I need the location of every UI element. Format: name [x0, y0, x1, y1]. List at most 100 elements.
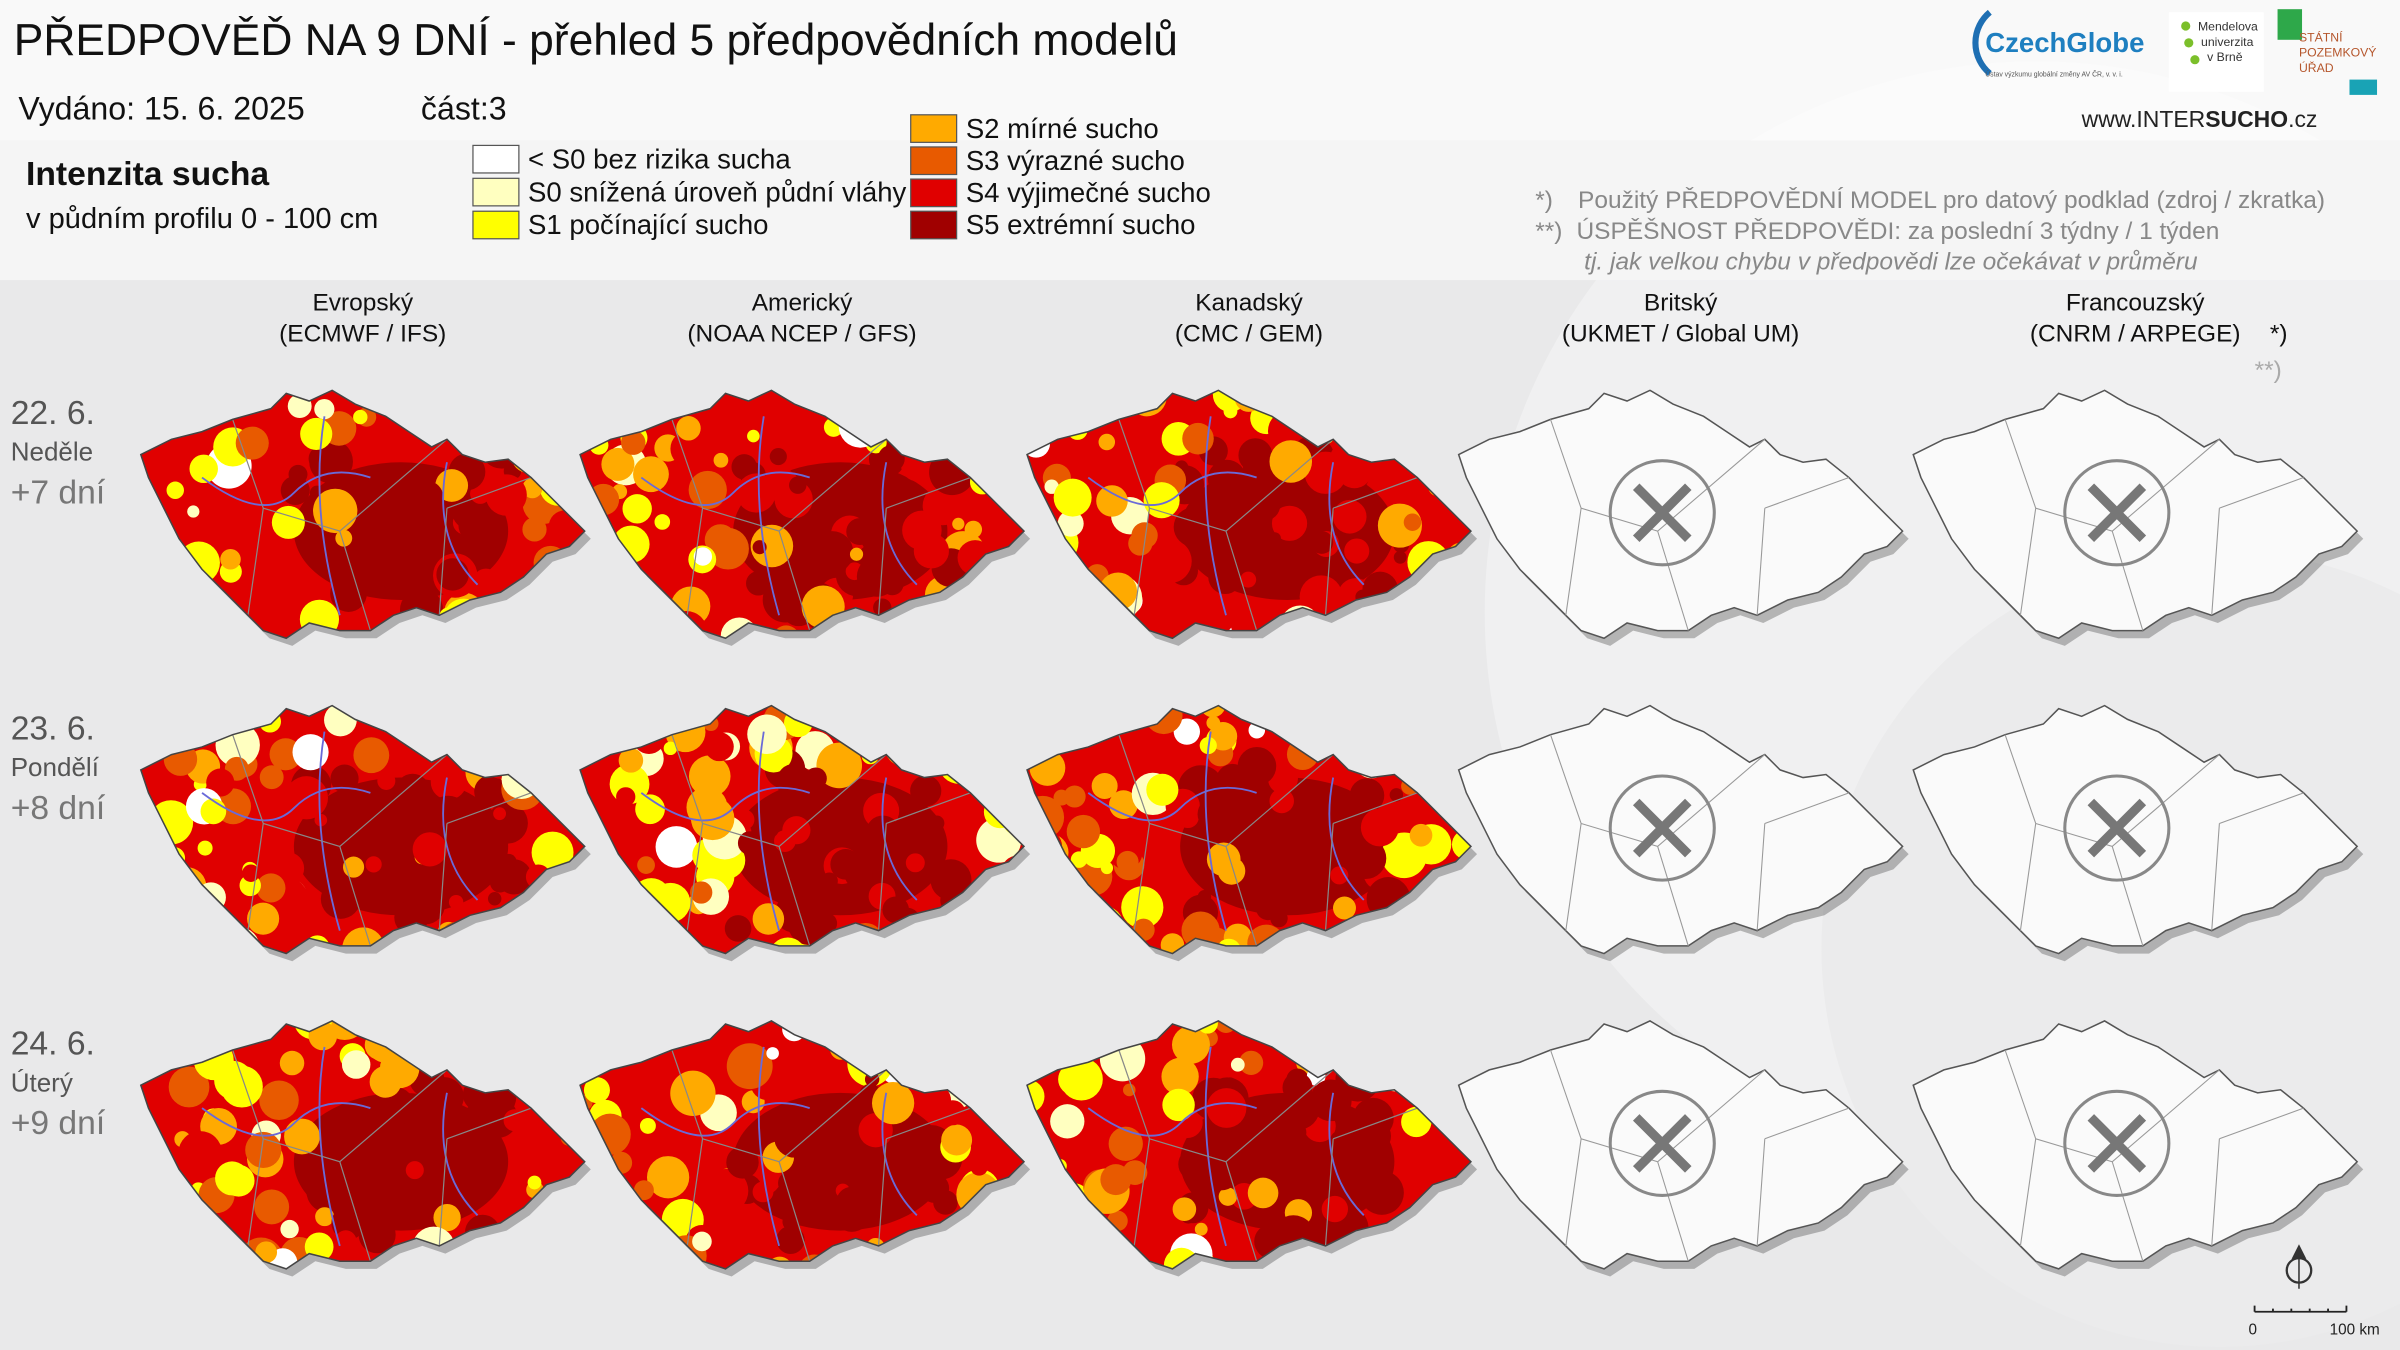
map-patch: [416, 1160, 450, 1194]
website-part: www.INTER: [2081, 106, 2206, 132]
map-patch: [234, 820, 272, 859]
map-patch: [1173, 718, 1200, 745]
map-patch: [375, 821, 392, 838]
scale-label: 100 km: [2330, 1322, 2380, 1339]
model-name: Francouzský: [2066, 290, 2205, 317]
map-patch: [655, 826, 698, 868]
map-patch: [750, 524, 794, 568]
model-code: (NOAA NCEP / GFS): [687, 320, 916, 347]
map-patch: [1147, 539, 1192, 584]
map-patch: [259, 1080, 299, 1120]
map-patch: [1070, 851, 1088, 868]
map-patch: [816, 742, 863, 789]
map-patch: [688, 470, 727, 510]
model-name: Evropský: [312, 290, 413, 317]
legend-title: Intenzita sucha: [26, 156, 269, 193]
map-patch: [1208, 560, 1243, 595]
row-date: 23. 6.: [11, 710, 95, 747]
north-mark: [2291, 1244, 2307, 1289]
issued: Vydáno: 15. 6. 2025: [18, 90, 304, 126]
note-text: Použitý PŘEDPOVĚDNÍ MODEL pro datový pod…: [1578, 187, 2325, 214]
logo-spu-mark: [2277, 9, 2303, 40]
unavailable-circle: [1608, 774, 1716, 882]
map-patch: [1359, 1170, 1404, 1215]
map-patch: [1146, 773, 1179, 806]
map: [1912, 1020, 2364, 1277]
map-patch: [320, 879, 361, 919]
map-patch: [826, 1198, 845, 1218]
map-patch: [436, 558, 469, 591]
map-patch: [1096, 485, 1128, 517]
map-patch: [765, 824, 779, 837]
map-patch: [828, 1100, 865, 1137]
map-patch: [704, 1168, 749, 1213]
map-patch: [893, 1140, 924, 1171]
website-part: .cz: [2288, 106, 2317, 132]
unavailable-circle: [2063, 774, 2171, 882]
map-patch: [1332, 499, 1367, 534]
map-boundaries: [232, 419, 532, 631]
map-patch: [1182, 422, 1214, 455]
map-patch: [522, 517, 547, 542]
map-river: [640, 1046, 918, 1247]
row-date: 22. 6.: [11, 395, 95, 432]
map-patch: [905, 853, 925, 873]
note-text: ÚSPĚŠNOST PŘEDPOVĚDI: za poslední 3 týdn…: [1577, 217, 2220, 245]
map-patch: [284, 1118, 320, 1155]
row-lead: +9 dní: [11, 1105, 106, 1142]
logo-dot: [2190, 55, 2200, 65]
legend-swatch: [910, 114, 958, 143]
map-patch: [1131, 522, 1158, 549]
map-patch: [1223, 404, 1238, 419]
map-patch: [1389, 788, 1404, 802]
map-boundaries: [671, 734, 971, 947]
map-patch: [726, 1043, 773, 1090]
map-patch: [1271, 505, 1308, 541]
map-patch: [1393, 550, 1407, 564]
map-patch: [601, 447, 635, 481]
logo-mendelu: v Brně: [2207, 50, 2243, 64]
map-grid: Evropský (ECMWF / IFS) Americký (NOAA NCEP …: [11, 290, 2364, 1277]
header-band: [0, 0, 2400, 141]
map-patch: [220, 549, 241, 570]
map-river: [640, 416, 918, 616]
map-patch: [1206, 1088, 1247, 1128]
map-patch: [168, 1066, 210, 1108]
map-patch: [919, 1173, 950, 1203]
map-patch: [1258, 545, 1299, 586]
map-patch: [1053, 789, 1070, 806]
map-patch: [637, 856, 655, 874]
map-patch: [676, 416, 701, 441]
map-patch: [952, 517, 965, 531]
note-marker: *): [1535, 187, 1553, 214]
map-patch: [493, 807, 507, 821]
map-patch: [1238, 521, 1273, 556]
map-patch: [1123, 1083, 1136, 1097]
map-patch: [766, 1047, 779, 1060]
legend-label: S0 snížená úroveň půdní vláhy: [528, 176, 906, 207]
map-patch: [635, 794, 665, 825]
map-patch: [639, 1117, 656, 1134]
map-patch: [412, 481, 444, 512]
map-patch: [726, 1146, 759, 1179]
legend-label: S5 extrémní sucho: [966, 209, 1196, 240]
map: [1912, 389, 2364, 646]
legend-swatch: [472, 177, 520, 207]
unavailable-circle: [1608, 1089, 1716, 1197]
map-patch: [1360, 808, 1399, 847]
map-patch: [271, 505, 305, 539]
row-day: Neděle: [11, 437, 93, 467]
map-patch: [490, 862, 518, 890]
map-patch: [313, 488, 358, 534]
map-patch: [806, 473, 839, 506]
map-patch: [1066, 814, 1101, 849]
map-patch: [395, 773, 430, 809]
map-patch: [804, 767, 827, 790]
logo-spu: ÚŘAD: [2299, 60, 2334, 75]
map-patch: [910, 775, 942, 807]
website-part: SUCHO: [2205, 106, 2288, 132]
legend-swatch: [910, 178, 958, 208]
